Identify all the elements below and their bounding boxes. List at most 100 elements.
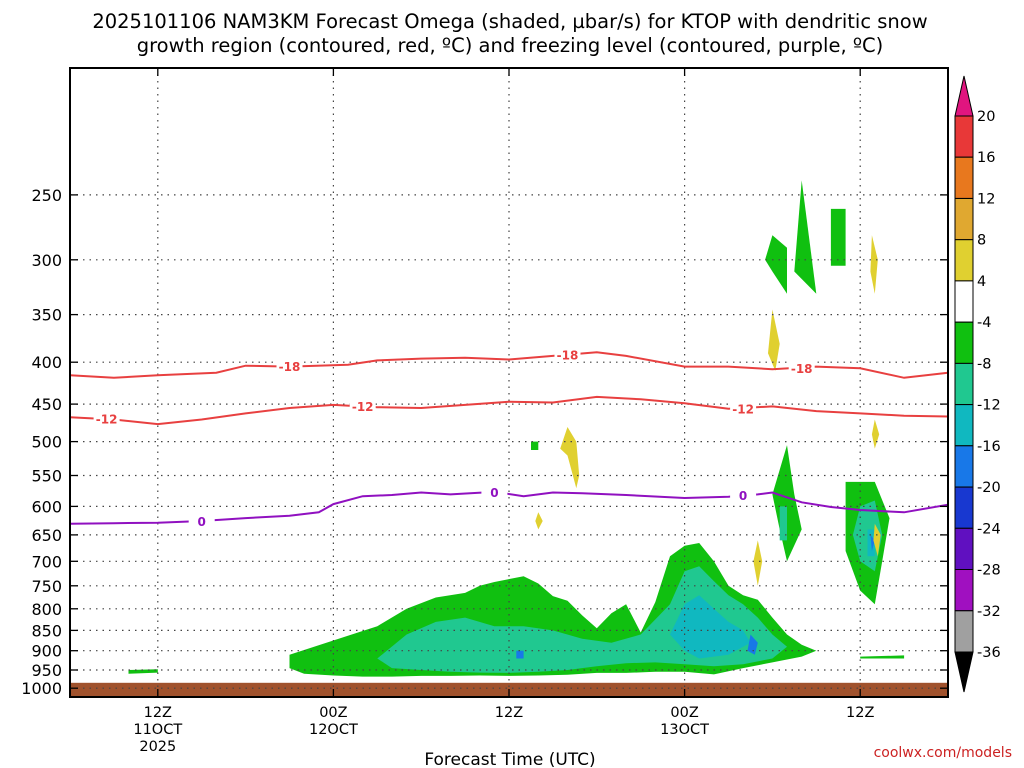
y-tick-label-400: 400 xyxy=(31,353,62,372)
contour-label-0: 0 xyxy=(198,515,206,529)
contour-label-neg18: -18 xyxy=(557,349,579,363)
colorbar-swatch xyxy=(954,445,974,488)
colorbar-swatch xyxy=(954,321,974,364)
y-tick-label-900: 900 xyxy=(31,642,62,661)
colorbar-label: 12 xyxy=(977,192,995,208)
temperature-contours: -18 -18 -18 -12 -12 -12 0 0 0 xyxy=(69,348,949,529)
contour-label-neg12: -12 xyxy=(352,400,374,414)
contour-label-0: 0 xyxy=(739,489,747,503)
colorbar-legend: 20 16 12 8 4 -4 -8 -12 -16 -20 -24 -28 -32 -36 xyxy=(954,75,1001,693)
colorbar-swatch xyxy=(954,610,974,653)
contour-label-0: 0 xyxy=(490,486,498,500)
contour-label-background xyxy=(188,514,215,529)
y-tick-label-250: 250 xyxy=(31,186,62,205)
omega-region-4 xyxy=(873,523,881,557)
contour-label-neg18: -18 xyxy=(791,362,813,376)
y-tick-label-650: 650 xyxy=(31,526,62,545)
colorbar-label: -12 xyxy=(977,398,1001,414)
omega-region-neg4 xyxy=(830,208,846,266)
colorbar-label: -36 xyxy=(977,645,1001,661)
y-tick-label-750: 750 xyxy=(31,577,62,596)
x-tick-label: 13OCT xyxy=(660,722,709,738)
colorbar-swatch xyxy=(954,198,974,241)
omega-region-neg16 xyxy=(516,650,524,659)
colorbar-label: -32 xyxy=(977,604,1001,620)
omega-region-4 xyxy=(753,540,763,586)
y-tick-label-450: 450 xyxy=(31,395,62,414)
colorbar-swatch xyxy=(954,404,974,447)
colorbar-label: -24 xyxy=(977,521,1001,537)
y-tick-label-300: 300 xyxy=(31,251,62,270)
contour-label-background xyxy=(788,361,815,376)
y-tick-label-600: 600 xyxy=(31,497,62,516)
x-tick-label: 12Z xyxy=(846,705,874,721)
contour-line-0 xyxy=(69,490,949,525)
omega-region-4 xyxy=(768,309,780,371)
contour-label-neg18: -18 xyxy=(279,360,301,374)
x-tick-label: 12Z xyxy=(495,705,523,721)
colorbar-label: -28 xyxy=(977,563,1001,579)
omega-region-neg4 xyxy=(531,441,539,450)
credit-label: coolwx.com/models xyxy=(874,745,1012,761)
x-tick-label: 00Z xyxy=(670,705,698,721)
colorbar-swatch xyxy=(954,115,974,158)
colorbar-bottom-arrow xyxy=(954,651,974,693)
colorbar-swatch xyxy=(954,156,974,199)
contour-label-neg12: -12 xyxy=(96,412,118,426)
x-tick-label: 12OCT xyxy=(309,722,358,738)
x-tick-label: 2025 xyxy=(139,739,176,755)
chart-title-line-1: 2025101106 NAM3KM Forecast Omega (shaded… xyxy=(92,10,927,33)
omega-region-neg16 xyxy=(870,534,875,551)
colorbar-label: 16 xyxy=(977,150,995,166)
contour-label-background xyxy=(730,488,757,503)
colorbar-label: -16 xyxy=(977,439,1001,455)
contour-label-background xyxy=(730,401,757,416)
omega-region-neg12 xyxy=(670,595,751,659)
colorbar-swatch xyxy=(954,569,974,612)
contour-line-neg12 xyxy=(69,395,949,426)
colorbar-label: 4 xyxy=(977,274,986,290)
colorbar-swatch xyxy=(954,362,974,406)
y-axis-pressure-ticks: 250 300 350 400 450 500 550 600 650 700 750 800 850 9… xyxy=(21,186,948,698)
colorbar-swatch xyxy=(954,527,974,570)
y-tick-label-950: 950 xyxy=(31,661,62,680)
y-tick-label-350: 350 xyxy=(31,306,62,325)
colorbar-swatch xyxy=(954,486,974,529)
x-tick-label: 11OCT xyxy=(133,722,182,738)
omega-region-neg4 xyxy=(772,445,802,562)
colorbar-label: -20 xyxy=(977,480,1001,496)
colorbar-label: -4 xyxy=(977,315,991,331)
y-tick-label-800: 800 xyxy=(31,600,62,619)
omega-region-4 xyxy=(870,235,878,294)
y-tick-label-850: 850 xyxy=(31,621,62,640)
omega-region-neg8 xyxy=(779,506,787,541)
contour-label-background xyxy=(481,485,508,500)
y-tick-label-500: 500 xyxy=(31,433,62,452)
contour-label-background xyxy=(276,359,303,374)
colorbar-swatch xyxy=(954,239,974,282)
omega-region-4 xyxy=(560,427,580,489)
omega-region-neg4 xyxy=(765,235,787,294)
colorbar-label: 20 xyxy=(977,109,995,125)
y-tick-label-550: 550 xyxy=(31,467,62,486)
contour-label-neg12: -12 xyxy=(732,402,754,416)
colorbar-label: -8 xyxy=(977,356,991,372)
omega-region-neg16 xyxy=(747,634,758,655)
y-tick-label-1000: 1000 xyxy=(21,679,62,698)
contour-label-background xyxy=(93,411,120,426)
omega-region-4 xyxy=(535,512,543,530)
chart-title-line-2: growth region (contoured, red, ºC) and f… xyxy=(137,34,884,57)
x-tick-label: 00Z xyxy=(319,705,347,721)
x-tick-label: 12Z xyxy=(144,705,172,721)
colorbar-label: 8 xyxy=(977,233,986,249)
omega-region-neg4 xyxy=(794,180,817,294)
colorbar-swatch xyxy=(954,280,974,323)
y-tick-label-700: 700 xyxy=(31,552,62,571)
grid-lines xyxy=(70,68,948,697)
omega-region-4 xyxy=(871,419,880,449)
omega-region-neg4 xyxy=(860,655,905,659)
contour-label-background xyxy=(554,348,581,362)
x-axis-label: Forecast Time (UTC) xyxy=(424,750,595,768)
